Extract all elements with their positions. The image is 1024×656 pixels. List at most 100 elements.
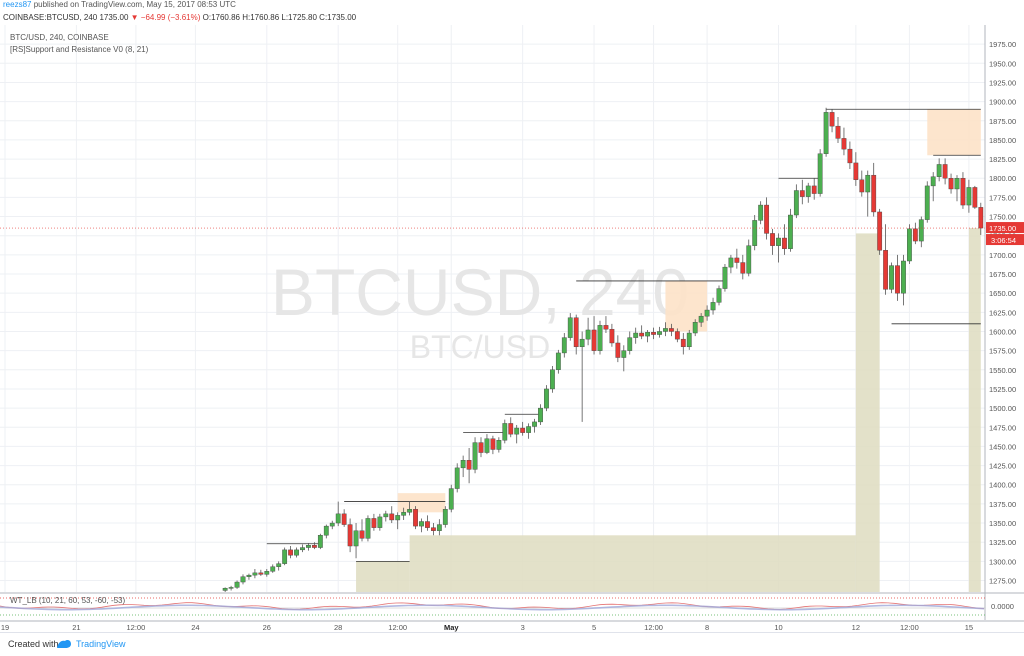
candle — [734, 248, 740, 269]
candle-body — [645, 332, 651, 337]
price-axis: 1275.00 1300.00 1325.00 1350.00 1375.00 1400.… — [984, 25, 1024, 620]
price-tick-label: 1300.00 — [989, 557, 1016, 566]
candle — [835, 116, 841, 143]
candle — [472, 437, 478, 474]
candle-body — [704, 309, 710, 317]
candle — [395, 512, 401, 530]
price-tick-label: 1800.00 — [989, 174, 1016, 183]
candle — [847, 141, 853, 170]
candle — [942, 158, 948, 185]
candle — [740, 254, 746, 280]
candle — [948, 173, 954, 194]
candle-body — [258, 572, 264, 575]
price-tick-label: 1550.00 — [989, 366, 1016, 375]
candle-body — [597, 325, 603, 351]
candle-body — [924, 185, 930, 220]
candle — [466, 447, 472, 484]
candle-body — [413, 509, 418, 527]
indicator-legend[interactable]: [RS]Support and Resistance V0 (8, 21) — [10, 45, 149, 54]
candle — [669, 323, 674, 337]
candle-body — [764, 204, 770, 234]
tradingview-brand[interactable]: TradingView — [76, 639, 126, 649]
candle-body — [359, 530, 365, 539]
candle — [478, 437, 484, 458]
candle-body — [234, 581, 240, 588]
candle — [567, 313, 573, 341]
candle — [645, 329, 651, 343]
candle — [811, 178, 817, 200]
candle — [502, 419, 508, 444]
countdown-badge — [986, 234, 1024, 246]
price-tick-label: 1825.00 — [989, 155, 1016, 164]
candle-body — [942, 164, 948, 179]
author-link[interactable]: reezs87 — [3, 0, 32, 9]
candle — [383, 510, 389, 522]
candle — [425, 515, 430, 531]
candle-body — [252, 572, 258, 576]
candle — [877, 208, 883, 255]
candle-body — [698, 315, 704, 323]
candle — [585, 317, 591, 346]
candle-body — [514, 427, 520, 435]
candle-body — [276, 563, 282, 567]
candle-body — [865, 174, 871, 193]
candle — [532, 418, 537, 433]
candle — [579, 331, 585, 422]
price-tick-label: 1750.00 — [989, 213, 1016, 222]
candle — [627, 331, 633, 355]
price-tick-label: 1900.00 — [989, 98, 1016, 107]
candle — [609, 323, 615, 347]
candle — [859, 170, 865, 197]
price-tick-label: 1400.00 — [989, 481, 1016, 490]
candle — [591, 316, 597, 355]
candle-body — [871, 174, 877, 213]
candle — [883, 224, 889, 295]
candle-body — [425, 521, 430, 528]
price-tick-label: 1950.00 — [989, 59, 1016, 68]
candle — [508, 417, 514, 438]
price-tick-label: 1575.00 — [989, 347, 1016, 356]
candle-body — [341, 513, 347, 525]
candle-body — [883, 250, 889, 290]
candle — [918, 216, 924, 248]
candle-body — [621, 350, 627, 358]
candle — [853, 152, 859, 186]
time-tick-label: 21 — [72, 623, 80, 632]
candle — [817, 149, 823, 197]
candle — [889, 262, 894, 294]
candle-body — [847, 148, 853, 164]
candle — [341, 509, 347, 527]
candle-body — [912, 228, 918, 242]
candle — [841, 127, 847, 156]
candle — [966, 179, 972, 213]
candle-body — [508, 423, 514, 435]
candle — [276, 561, 282, 571]
candle-body — [663, 328, 668, 332]
oscillator-legend[interactable]: WT_LB (10, 21, 60, 53, -60, -53) — [10, 596, 126, 605]
symbol-line: COINBASE:BTCUSD, 240 1735.00 ▼ −64.99 (−… — [0, 12, 1024, 23]
candle — [448, 484, 454, 513]
last-price-badge-text: 1735.00 — [989, 224, 1016, 233]
candle-body — [895, 265, 900, 294]
candle — [722, 264, 728, 292]
resistance-zone — [397, 493, 446, 513]
candle — [419, 518, 424, 533]
countdown-badge-text: 3:06:54 — [991, 236, 1016, 245]
candle-body — [544, 388, 549, 409]
candle — [651, 327, 656, 340]
candle-body — [889, 265, 894, 290]
candle — [555, 349, 561, 374]
candle — [371, 513, 377, 531]
candle-body — [823, 112, 829, 154]
candle-body — [734, 257, 740, 263]
oscillator-pane: 0.0000 — [0, 592, 1024, 616]
support-zone — [855, 233, 880, 592]
candle — [282, 547, 288, 566]
candle-body — [799, 190, 805, 197]
candle — [550, 365, 555, 393]
candle-body — [841, 138, 847, 150]
candle — [436, 519, 442, 536]
candle-body — [615, 342, 621, 358]
